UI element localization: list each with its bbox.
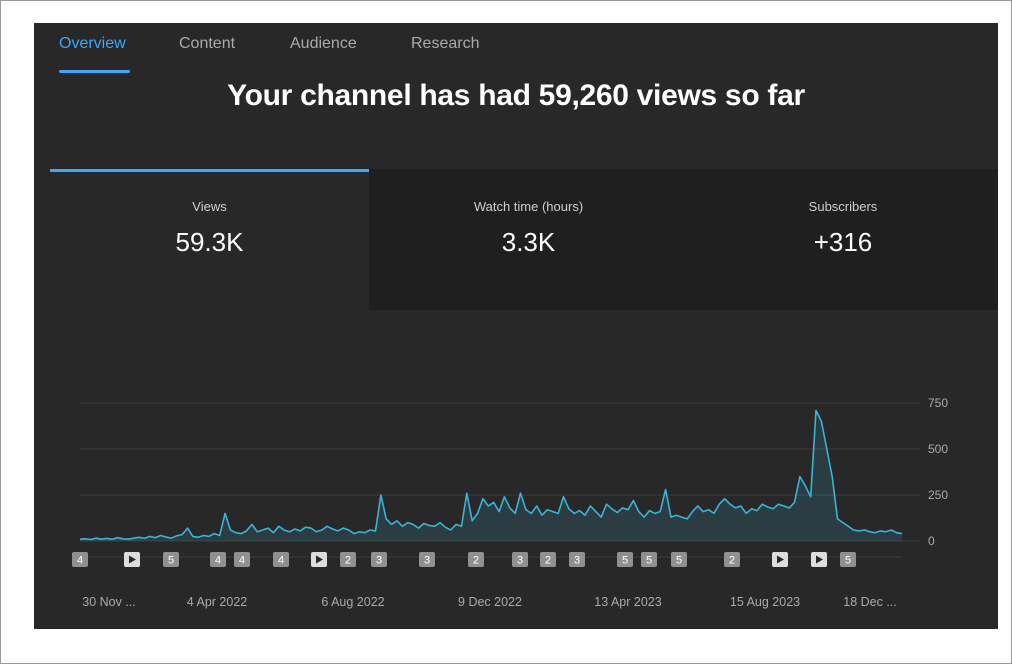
metric-card-views[interactable]: Views 59.3K bbox=[50, 169, 369, 310]
marker-count: 5 bbox=[646, 555, 652, 567]
marker-count: 4 bbox=[278, 555, 284, 567]
marker-count: 3 bbox=[376, 555, 382, 567]
play-icon bbox=[129, 555, 136, 564]
marker-box bbox=[340, 552, 356, 567]
video-marker[interactable]: 4 bbox=[234, 552, 250, 567]
video-marker[interactable]: 2 bbox=[468, 552, 484, 567]
video-marker[interactable]: 2 bbox=[340, 552, 356, 567]
video-marker[interactable]: 3 bbox=[371, 552, 387, 567]
marker-box bbox=[641, 552, 657, 567]
metric-value: 59.3K bbox=[175, 227, 244, 257]
marker-count: 3 bbox=[574, 555, 580, 567]
x-tick-label: 9 Dec 2022 bbox=[458, 595, 522, 609]
metric-card-watch-time[interactable]: Watch time (hours) 3.3K bbox=[369, 169, 688, 310]
x-tick-label: 30 Nov ... bbox=[82, 595, 136, 609]
y-tick-label: 250 bbox=[928, 488, 948, 502]
marker-box bbox=[419, 552, 435, 567]
analytics-panel: Overview Content Audience Research Your … bbox=[34, 23, 998, 629]
tab-overview[interactable]: Overview bbox=[59, 35, 126, 52]
metric-label: Watch time (hours) bbox=[473, 199, 584, 214]
x-tick-label: 13 Apr 2023 bbox=[594, 595, 661, 609]
marker-count: 2 bbox=[345, 555, 351, 567]
marker-box bbox=[512, 552, 528, 567]
video-marker-play-icon[interactable] bbox=[811, 552, 827, 567]
marker-count: 5 bbox=[168, 555, 174, 567]
video-marker[interactable]: 5 bbox=[671, 552, 687, 567]
marker-count: 3 bbox=[424, 555, 430, 567]
marker-box bbox=[273, 552, 289, 567]
video-marker[interactable]: 4 bbox=[210, 552, 226, 567]
marker-box bbox=[210, 552, 226, 567]
marker-box bbox=[468, 552, 484, 567]
metric-label: Views bbox=[192, 199, 227, 214]
series-area bbox=[80, 410, 902, 541]
marker-box bbox=[840, 552, 856, 567]
tab-content[interactable]: Content bbox=[179, 35, 236, 52]
video-marker[interactable]: 3 bbox=[569, 552, 585, 567]
play-icon bbox=[777, 555, 784, 564]
play-icon bbox=[816, 555, 823, 564]
metric-value: +316 bbox=[813, 227, 873, 257]
metric-value: 3.3K bbox=[501, 227, 556, 257]
play-icon bbox=[316, 555, 323, 564]
y-tick-label: 500 bbox=[928, 442, 948, 456]
video-marker[interactable]: 3 bbox=[419, 552, 435, 567]
y-tick-label: 0 bbox=[928, 534, 935, 548]
x-tick-label: 15 Aug 2023 bbox=[730, 595, 800, 609]
marker-count: 5 bbox=[622, 555, 628, 567]
marker-box bbox=[72, 552, 88, 567]
marker-count: 4 bbox=[215, 555, 221, 567]
video-marker-play-icon[interactable] bbox=[772, 552, 788, 567]
video-marker[interactable]: 5 bbox=[840, 552, 856, 567]
metric-cards: Views 59.3K Watch time (hours) 3.3K Subs… bbox=[50, 169, 998, 310]
video-marker-play-icon[interactable] bbox=[311, 552, 327, 567]
marker-count: 5 bbox=[845, 555, 851, 567]
marker-box bbox=[234, 552, 250, 567]
marker-count: 2 bbox=[545, 555, 551, 567]
views-chart[interactable]: 0 250 500 750 4 5 4 4 4 2 3 3 2 3 2 3 5 5 5 2 5 30 Nov ... 4 A… bbox=[34, 310, 998, 629]
y-tick-label: 750 bbox=[928, 396, 948, 410]
x-tick-label: 6 Aug 2022 bbox=[321, 595, 384, 609]
marker-count: 4 bbox=[77, 555, 83, 567]
marker-box bbox=[540, 552, 556, 567]
metric-label: Subscribers bbox=[808, 199, 878, 214]
marker-count: 2 bbox=[473, 555, 479, 567]
video-marker[interactable]: 5 bbox=[163, 552, 179, 567]
tab-bar: Overview Content Audience Research bbox=[34, 23, 998, 75]
video-marker[interactable]: 4 bbox=[72, 552, 88, 567]
marker-box bbox=[163, 552, 179, 567]
active-card-indicator bbox=[50, 169, 369, 172]
marker-count: 5 bbox=[676, 555, 682, 567]
video-marker[interactable]: 5 bbox=[617, 552, 633, 567]
x-tick-label: 4 Apr 2022 bbox=[187, 595, 248, 609]
marker-box bbox=[617, 552, 633, 567]
marker-count: 2 bbox=[729, 555, 735, 567]
tab-research[interactable]: Research bbox=[411, 35, 480, 52]
tab-audience[interactable]: Audience bbox=[290, 35, 357, 52]
marker-box bbox=[724, 552, 740, 567]
video-marker[interactable]: 3 bbox=[512, 552, 528, 567]
marker-box bbox=[671, 552, 687, 567]
marker-count: 3 bbox=[517, 555, 523, 567]
video-marker[interactable]: 4 bbox=[273, 552, 289, 567]
marker-box bbox=[569, 552, 585, 567]
x-tick-label: 18 Dec ... bbox=[843, 595, 897, 609]
marker-count: 4 bbox=[239, 555, 245, 567]
series-line bbox=[79, 409, 903, 541]
marker-box bbox=[371, 552, 387, 567]
metric-card-subscribers[interactable]: Subscribers +316 bbox=[688, 169, 998, 310]
page-headline: Your channel has had 59,260 views so far bbox=[227, 79, 805, 112]
active-tab-indicator bbox=[59, 70, 130, 73]
video-marker[interactable]: 5 bbox=[641, 552, 657, 567]
video-marker[interactable]: 2 bbox=[724, 552, 740, 567]
video-marker[interactable]: 2 bbox=[540, 552, 556, 567]
video-marker-play-icon[interactable] bbox=[124, 552, 140, 567]
